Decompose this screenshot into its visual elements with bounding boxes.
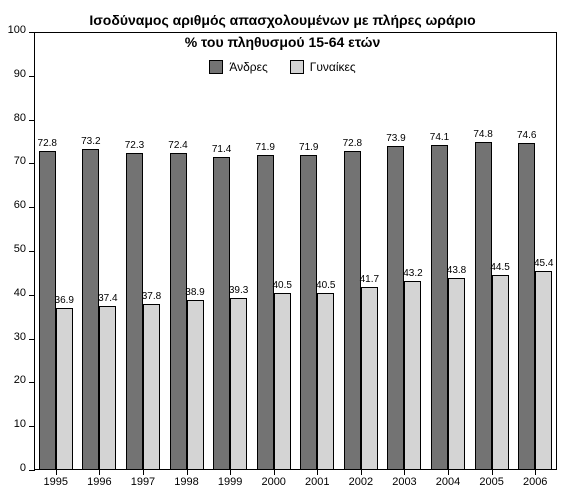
bar-Γυναίκες	[317, 293, 334, 470]
bar-value-label: 72.8	[341, 138, 364, 149]
x-axis-label: 1996	[78, 476, 122, 488]
bar-value-label: 38.9	[184, 287, 207, 298]
y-tick	[29, 76, 34, 77]
bar-value-label: 45.4	[532, 258, 555, 269]
bar-Γυναίκες	[404, 281, 421, 470]
bar-Άνδρες	[475, 142, 492, 470]
x-axis-label: 2005	[470, 476, 514, 488]
bar-value-label: 37.4	[96, 293, 119, 304]
plot-area: 72.8 36.9 73.2 37.4 72.3 37.8 72.4 38.9 71.4 39.3…	[34, 32, 557, 470]
bar-Άνδρες	[518, 143, 535, 470]
y-axis-label: 0	[0, 462, 26, 474]
bar-value-label: 43.2	[401, 268, 424, 279]
bar-Γυναίκες	[492, 275, 509, 470]
y-tick	[29, 32, 34, 33]
x-tick	[492, 470, 493, 475]
y-tick	[29, 163, 34, 164]
bar-Άνδρες	[126, 153, 143, 470]
bar-Γυναίκες	[187, 300, 204, 470]
bar-Γυναίκες	[143, 304, 160, 470]
x-tick	[317, 470, 318, 475]
chart-title-line1: Ισοδύναμος αριθμός απασχολουμένων με πλή…	[0, 12, 565, 28]
bar-value-label: 73.9	[384, 133, 407, 144]
bar-value-label: 74.8	[472, 129, 495, 140]
y-axis-label: 60	[0, 199, 26, 211]
x-axis-label: 2002	[339, 476, 383, 488]
bar-value-label: 40.5	[314, 280, 337, 291]
bar-Άνδρες	[431, 145, 448, 470]
x-axis-label: 1999	[208, 476, 252, 488]
y-axis-label: 30	[0, 331, 26, 343]
bar-Άνδρες	[170, 153, 187, 470]
y-axis-label: 20	[0, 374, 26, 386]
bar-value-label: 71.9	[254, 142, 277, 153]
x-axis-label: 2000	[252, 476, 296, 488]
bar-Γυναίκες	[274, 293, 291, 470]
x-axis-label: 2003	[383, 476, 427, 488]
x-tick	[361, 470, 362, 475]
y-axis-label: 70	[0, 155, 26, 167]
y-axis-label: 80	[0, 112, 26, 124]
x-tick	[143, 470, 144, 475]
y-axis-label: 90	[0, 68, 26, 80]
y-tick	[29, 339, 34, 340]
y-tick	[29, 382, 34, 383]
x-tick	[535, 470, 536, 475]
bar-value-label: 74.1	[428, 132, 451, 143]
x-tick	[187, 470, 188, 475]
bar-Άνδρες	[39, 151, 56, 470]
y-axis-label: 100	[0, 24, 26, 36]
bar-Άνδρες	[344, 151, 361, 470]
bar-Άνδρες	[387, 146, 404, 470]
x-tick	[274, 470, 275, 475]
bar-value-label: 74.6	[515, 130, 538, 141]
bar-value-label: 37.8	[140, 291, 163, 302]
x-axis-label: 2004	[426, 476, 470, 488]
x-axis-label: 1998	[165, 476, 209, 488]
chart-container: Ισοδύναμος αριθμός απασχολουμένων με πλή…	[0, 0, 565, 502]
y-axis-label: 10	[0, 418, 26, 430]
bar-Γυναίκες	[99, 306, 116, 470]
bar-Γυναίκες	[361, 287, 378, 470]
y-tick	[29, 295, 34, 296]
x-tick	[448, 470, 449, 475]
bar-Γυναίκες	[535, 271, 552, 470]
y-tick	[29, 207, 34, 208]
bar-Άνδρες	[213, 157, 230, 470]
bar-Γυναίκες	[56, 308, 73, 470]
x-axis-label: 2001	[296, 476, 340, 488]
x-tick	[404, 470, 405, 475]
bar-value-label: 72.3	[123, 140, 146, 151]
bar-value-label: 39.3	[227, 285, 250, 296]
x-axis-label: 2006	[513, 476, 557, 488]
bar-value-label: 71.4	[210, 144, 233, 155]
bar-Άνδρες	[82, 149, 99, 470]
y-tick	[29, 120, 34, 121]
y-tick	[29, 426, 34, 427]
bar-value-label: 41.7	[358, 274, 381, 285]
x-axis-label: 1995	[34, 476, 78, 488]
bar-value-label: 72.4	[167, 140, 190, 151]
bar-value-label: 73.2	[79, 136, 102, 147]
y-tick	[29, 251, 34, 252]
x-axis-label: 1997	[121, 476, 165, 488]
y-axis-label: 40	[0, 287, 26, 299]
bar-value-label: 44.5	[489, 262, 512, 273]
bar-value-label: 71.9	[297, 142, 320, 153]
bar-value-label: 36.9	[53, 295, 76, 306]
bar-Γυναίκες	[230, 298, 247, 470]
x-tick	[56, 470, 57, 475]
bar-value-label: 43.8	[445, 265, 468, 276]
bar-Άνδρες	[300, 155, 317, 470]
bar-value-label: 40.5	[271, 280, 294, 291]
bar-Άνδρες	[257, 155, 274, 470]
y-axis-label: 50	[0, 243, 26, 255]
x-tick	[230, 470, 231, 475]
x-tick	[99, 470, 100, 475]
bar-Γυναίκες	[448, 278, 465, 470]
y-tick	[29, 470, 34, 471]
bar-value-label: 72.8	[36, 138, 59, 149]
